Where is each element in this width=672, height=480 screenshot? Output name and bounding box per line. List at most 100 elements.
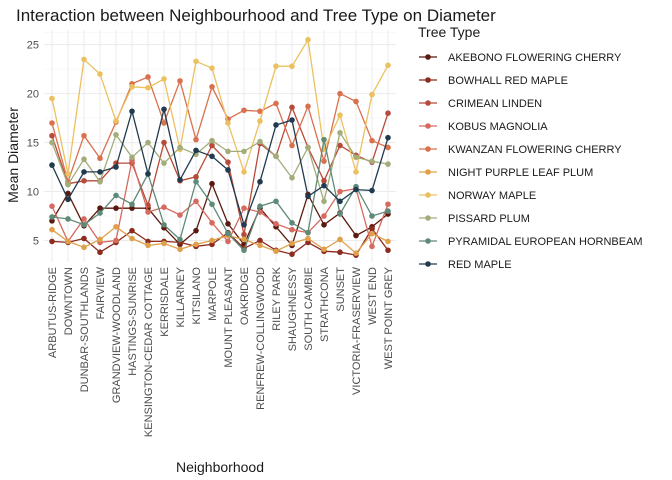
data-point xyxy=(225,120,231,126)
data-point xyxy=(321,213,327,219)
data-point xyxy=(81,156,87,163)
data-point xyxy=(65,171,71,177)
data-point xyxy=(193,58,199,65)
data-point xyxy=(241,169,247,175)
data-point xyxy=(65,216,71,222)
data-point xyxy=(273,63,279,70)
data-point xyxy=(129,201,135,208)
data-point xyxy=(161,120,167,126)
data-point xyxy=(49,132,55,139)
x-tick-label: SOUTH CAMBIE xyxy=(303,267,315,351)
data-point xyxy=(193,147,199,154)
legend-key-point xyxy=(425,261,431,267)
y-tick-label: 10 xyxy=(27,187,39,199)
data-point xyxy=(81,132,87,139)
data-point xyxy=(337,198,343,205)
data-point xyxy=(81,56,87,63)
x-tick-label: RENFREW-COLLINGWOOD xyxy=(255,267,267,410)
x-tick-label: SUNSET xyxy=(335,267,347,312)
legend-key-point xyxy=(425,54,431,60)
data-point xyxy=(321,222,327,228)
x-tick-label: DUNBAR-SOUTHLANDS xyxy=(79,267,91,392)
data-point xyxy=(369,91,375,98)
data-point xyxy=(337,249,343,256)
x-tick-label: VICTORIA-FRASERVIEW xyxy=(351,266,363,395)
data-point xyxy=(49,139,55,146)
x-tick-label: GRANDVIEW-WOODLAND xyxy=(111,267,123,403)
data-point xyxy=(113,131,119,138)
data-point xyxy=(145,209,151,215)
data-point xyxy=(97,71,103,77)
data-point xyxy=(337,90,343,97)
data-point xyxy=(97,210,103,216)
data-point xyxy=(257,242,263,249)
legend-label: KOBUS MAGNOLIA xyxy=(448,121,548,133)
data-point xyxy=(129,154,135,161)
x-tick-label: STRATHCONA xyxy=(319,266,331,342)
data-point xyxy=(337,129,343,136)
data-point xyxy=(177,78,183,84)
data-point xyxy=(161,160,167,166)
data-point xyxy=(113,164,119,170)
data-point xyxy=(305,229,311,236)
data-point xyxy=(369,243,375,250)
data-point xyxy=(225,159,231,165)
data-point xyxy=(305,239,311,246)
data-point xyxy=(273,153,279,160)
series-line xyxy=(51,76,389,184)
x-tick-label: KITSILANO xyxy=(191,267,203,325)
data-point xyxy=(305,193,311,200)
data-point xyxy=(193,136,199,143)
legend-label: AKEBONO FLOWERING CHERRY xyxy=(448,52,622,64)
y-axis-title: Mean Diameter xyxy=(5,107,21,203)
data-point xyxy=(145,242,151,249)
data-point xyxy=(81,169,87,175)
data-point xyxy=(225,230,231,237)
data-point xyxy=(65,181,71,188)
data-point xyxy=(273,122,279,128)
data-point xyxy=(353,250,359,256)
x-tick-label: WEST END xyxy=(367,267,379,325)
x-tick-label: MARPOLE xyxy=(207,267,219,321)
data-point xyxy=(209,241,215,248)
y-tick-label: 20 xyxy=(27,89,39,101)
data-point xyxy=(161,240,167,247)
data-point xyxy=(97,169,103,175)
legend-label: CRIMEAN LINDEN xyxy=(448,98,542,110)
x-tick-label: KILLARNEY xyxy=(175,266,187,327)
legend-key-point xyxy=(425,215,431,221)
legend-key-point xyxy=(425,123,431,129)
legend-label: NORWAY MAPLE xyxy=(448,190,536,202)
data-point xyxy=(321,177,327,184)
data-point xyxy=(113,223,119,230)
series-line xyxy=(51,37,389,175)
data-point xyxy=(113,205,119,211)
data-point xyxy=(65,238,71,245)
data-point xyxy=(385,62,391,69)
y-axis-ticks: 5 10 15 20 25 xyxy=(27,40,39,248)
data-point xyxy=(305,144,311,151)
data-point xyxy=(273,221,279,227)
data-point xyxy=(241,231,247,238)
data-point xyxy=(49,238,55,245)
data-point xyxy=(161,139,167,146)
data-point xyxy=(177,144,183,151)
data-point xyxy=(241,148,247,155)
series-line xyxy=(51,225,389,255)
data-point xyxy=(177,246,183,253)
data-point xyxy=(161,106,167,113)
data-point xyxy=(177,176,183,183)
series-line xyxy=(51,131,389,204)
data-point xyxy=(49,120,55,126)
data-point xyxy=(193,178,199,185)
data-point xyxy=(193,174,199,180)
data-point xyxy=(209,137,215,144)
data-point xyxy=(177,212,183,218)
data-point xyxy=(49,226,55,233)
data-point xyxy=(289,63,295,70)
data-point xyxy=(385,161,391,167)
data-point xyxy=(257,108,263,115)
data-point xyxy=(145,139,151,146)
data-point xyxy=(97,236,103,243)
